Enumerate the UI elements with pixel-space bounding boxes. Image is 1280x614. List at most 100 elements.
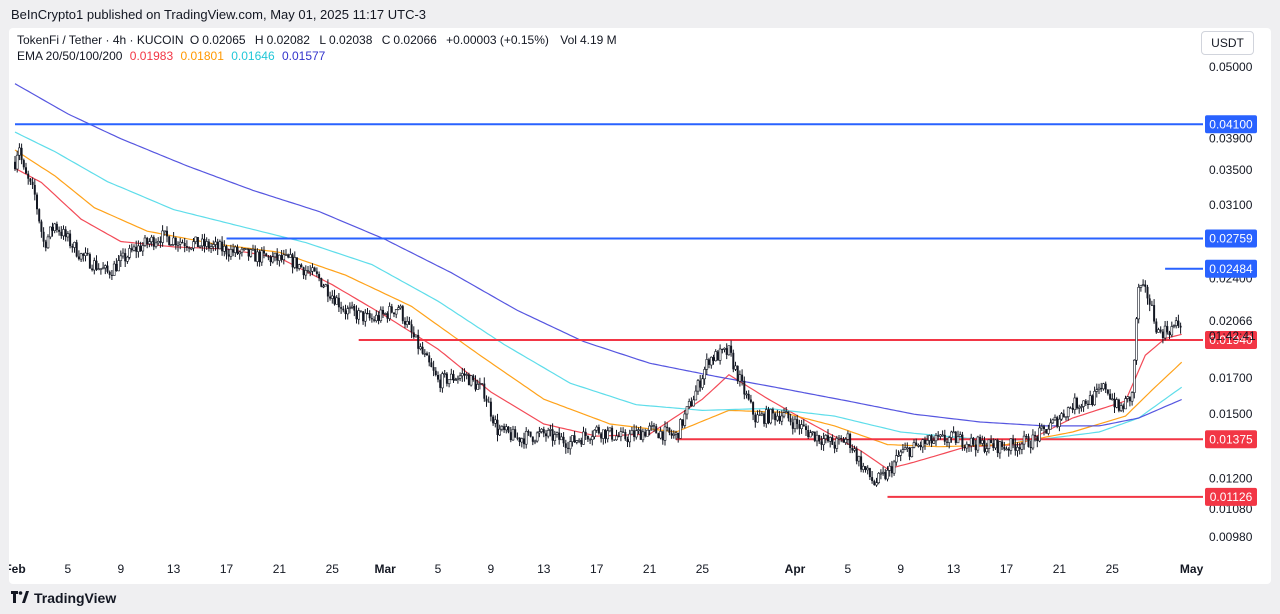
candle-body [703,369,706,380]
candle-body [780,415,784,422]
level-badge-label: 0.01126 [1210,490,1253,504]
candle-body [1043,426,1045,430]
candle-body [943,434,946,442]
volume-value: 4.19 M [579,33,617,47]
candle-body [388,306,391,319]
resistance-level-badge [1205,229,1257,248]
candle-body [784,411,788,414]
candle-body [743,380,746,395]
candle-body [273,252,277,258]
candle-body [1170,326,1174,336]
candle-body [308,270,312,273]
candle-body [1038,427,1041,442]
candle-body [815,434,819,442]
candle-body [529,431,532,437]
candle-body [207,241,210,249]
candle-body [412,332,415,337]
candle-body [954,431,957,443]
candle-body [958,434,962,437]
symbol-name[interactable]: TokenFi / Tether · 4h · KUCOIN [17,33,184,47]
candle-body [221,241,224,252]
candle-body [218,241,222,250]
candle-body [1122,405,1125,409]
candle-body [752,402,755,415]
price-chart[interactable]: 0.050000.039000.035000.031000.024000.017… [9,28,1271,584]
candle-body [1066,407,1070,418]
candle-body [1049,422,1052,430]
candle-body [897,454,900,457]
ema50-line [14,149,1183,448]
candle-body [846,433,850,440]
candle-body [608,427,612,432]
ema20-value: 0.01983 [129,49,174,63]
candle-body [941,434,944,437]
day-tick-label: 25 [696,562,710,576]
candle-body [1144,284,1147,287]
candle-body [509,432,512,440]
candle-body [617,436,620,437]
price-axis[interactable]: 0.050000.039000.035000.031000.024000.017… [1209,60,1253,544]
candle-body [373,319,376,321]
candle-body [337,297,340,308]
candle-body [214,241,217,245]
candle-body [908,447,911,457]
candle-body [1179,325,1182,328]
high-label: H [254,33,264,47]
day-tick-label: 13 [537,562,551,576]
candle-body [910,447,914,457]
candle-body [350,305,354,308]
candle-body [915,442,918,446]
candle-body [892,461,896,474]
candle-body [64,229,67,237]
candle-body [469,375,473,386]
candle-body [1102,383,1105,390]
candle-body [500,425,504,430]
candle-body [1159,329,1162,332]
candle-body [71,246,74,248]
candle-body [619,431,623,437]
open-value: 0.02065 [202,33,246,47]
candle-body [302,267,305,276]
high-value: 0.02082 [266,33,310,47]
candle-body [263,250,265,254]
candle-body [674,432,678,435]
candle-body [860,456,863,470]
ema-legend[interactable]: EMA 20/50/100/200 0.01983 0.01801 0.0164… [17,49,329,63]
candle-body [1155,321,1158,333]
candle-body [399,305,402,309]
candle-body [796,419,799,425]
candle-body [736,365,739,382]
candle-body [20,147,23,161]
price-tick-label: 0.01500 [1209,407,1253,421]
candle-body [597,427,600,434]
candle-body [646,429,649,437]
candle-body [476,384,480,390]
candle-body [188,247,191,249]
candle-body [1071,407,1074,410]
candle-body [132,246,136,251]
candle-body [379,309,383,321]
candle-body [741,374,744,381]
candle-body [297,264,301,269]
candle-body [871,477,874,481]
candle-body [291,254,294,268]
candle-body [866,467,870,471]
time-axis[interactable]: Feb 5 9 13 17 21 25 Mar 5 9 13 17 21 25 Apr 5 9 13 17 21 25 M… [9,562,1204,576]
candle-body [141,245,145,252]
candle-body [25,167,27,174]
chart-panel: TokenFi / Tether · 4h · KUCOIN O 0.02065 … [9,28,1271,584]
candle-body [66,233,70,238]
candle-body [868,468,871,478]
candle-body [712,357,715,361]
candle-body [983,440,986,452]
candle-body [205,241,208,247]
candle-body [946,441,948,443]
candle-body [1020,443,1024,450]
candle-body [562,436,565,444]
candle-body [992,443,995,448]
currency-button[interactable]: USDT [1201,31,1254,55]
candle-body [606,430,610,440]
candle-body [952,431,955,434]
candle-body [192,241,195,249]
candle-body [1135,318,1138,361]
